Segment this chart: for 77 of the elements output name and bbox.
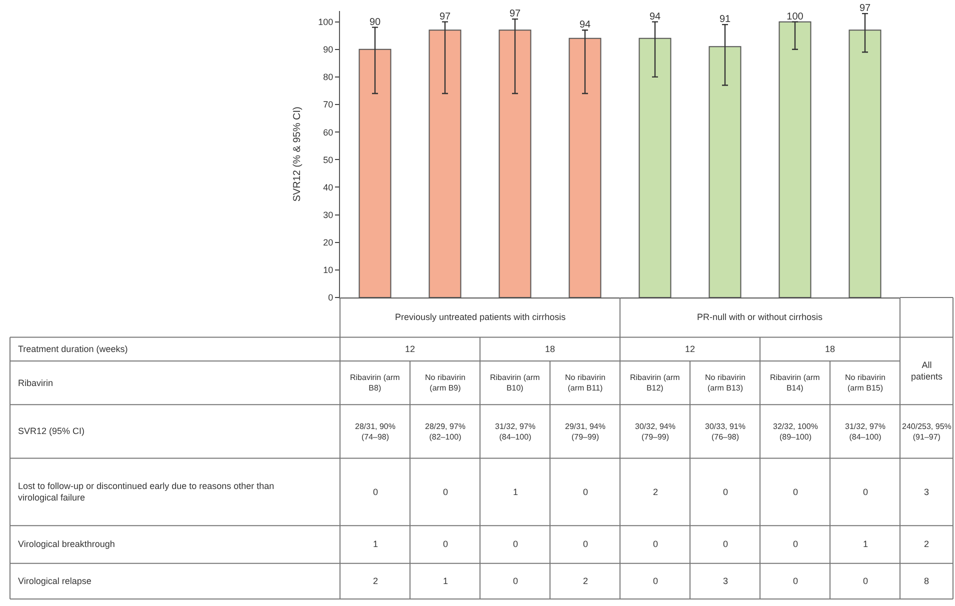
y-axis-title: SVR12 (% & 95% CI) (292, 106, 304, 202)
text: 12 (405, 344, 416, 354)
text: Lost to follow-up or discontinued early due to reasons other than virological failure (18, 481, 274, 503)
text: 0 (723, 539, 728, 549)
text: 31/32, 97% (84–100) (495, 422, 536, 442)
y-tick-label: 70 (323, 100, 334, 110)
text: 2 (653, 487, 658, 497)
data-label: 91 (719, 14, 731, 26)
data-label: 90 (369, 16, 381, 28)
y-tick-label: 30 (323, 210, 334, 220)
text: 1 (373, 539, 378, 549)
text: 29/31, 94% (79–99) (565, 422, 606, 442)
text: 0 (653, 576, 658, 586)
y-tick-label: 80 (323, 72, 334, 82)
text: All patients (911, 360, 944, 382)
data-label: 97 (439, 11, 451, 22)
text: 1 (443, 576, 448, 586)
text: 0 (583, 487, 588, 497)
text: 18 (545, 344, 556, 354)
text: Ribavirin (arm B8) (350, 373, 400, 392)
text: No ribavirin (arm B9) (425, 373, 466, 392)
text: PR-null with or without cirrhosis (697, 312, 824, 322)
text: 0 (373, 487, 378, 497)
text: 3 (723, 576, 728, 586)
text: Treatment duration (weeks) (18, 344, 128, 354)
text: Virological breakthrough (18, 539, 115, 549)
y-tick-label: 20 (323, 238, 334, 248)
y-tick-label: 10 (323, 265, 334, 276)
text: 0 (443, 487, 448, 497)
text: 8 (924, 576, 930, 586)
text: 18 (825, 344, 836, 354)
y-tick-label: 40 (323, 182, 334, 192)
text: 2 (373, 576, 378, 586)
text: 32/32, 100% (89–100) (773, 422, 818, 442)
text: 0 (863, 576, 868, 586)
data-label: 97 (509, 8, 521, 20)
text: 0 (513, 576, 518, 586)
data-label: 94 (579, 20, 591, 31)
data-label: 97 (859, 3, 871, 14)
text: Previously untreated patients with cirrhosis (395, 312, 566, 322)
text: 0 (513, 539, 518, 549)
text: 0 (653, 539, 658, 549)
text: 0 (793, 576, 798, 586)
text: Ribavirin (arm B14) (770, 373, 820, 392)
text: 0 (443, 539, 448, 549)
text: 0 (583, 539, 588, 549)
text: 0 (723, 487, 728, 497)
text: 28/31, 90% (74–98) (355, 422, 396, 442)
text: 240/253, 95% (91–97) (902, 422, 952, 442)
text: Virological relapse (18, 576, 92, 586)
text: 31/32, 97% (84–100) (845, 422, 886, 442)
y-tick-label: 60 (323, 127, 334, 138)
text: 1 (513, 487, 518, 497)
y-tick-label: 100 (318, 16, 334, 27)
text: No ribavirin (arm B11) (565, 373, 606, 392)
data-label: 100 (786, 11, 804, 22)
text: SVR12 (95% CI) (18, 426, 85, 436)
text: Ribavirin (18, 378, 54, 388)
data-label: 94 (649, 11, 661, 22)
text: 12 (685, 344, 696, 354)
text: Ribavirin (arm B10) (490, 373, 540, 392)
y-tick-label: 90 (323, 44, 334, 55)
text: 0 (793, 487, 798, 497)
text: Ribavirin (arm B12) (630, 373, 680, 392)
text: 3 (924, 487, 930, 497)
text: 0 (863, 487, 868, 497)
text: 2 (583, 576, 588, 586)
text: No ribavirin (arm B15) (845, 373, 886, 392)
text: 0 (793, 539, 798, 549)
y-tick-label: 50 (323, 154, 334, 165)
y-tick-label: 0 (328, 292, 334, 303)
text: 1 (863, 539, 868, 549)
text: 30/33, 91% (76–98) (705, 422, 746, 442)
text: 2 (924, 539, 930, 549)
text: No ribavirin (arm B13) (705, 373, 746, 392)
text: 30/32, 94% (79–99) (635, 422, 676, 442)
text: 28/29, 97% (82–100) (425, 422, 466, 442)
